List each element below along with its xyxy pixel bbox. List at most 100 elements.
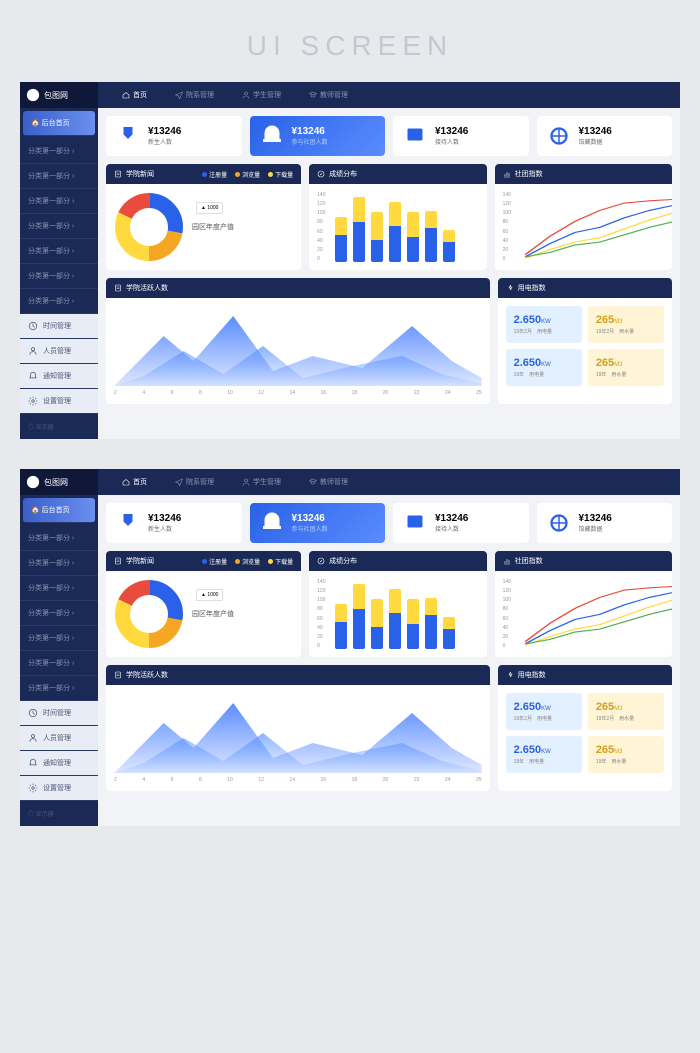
bar-panel: 成绩分布 140120100806040200	[309, 164, 486, 270]
content: ¥13246新生人数 ¥13246参与社团人数 ¥13246接待人数 ¥1324…	[98, 108, 680, 439]
sidebar: 包图网🏠 后台首页分类第一部分 ›分类第一部分 ›分类第一部分 ›分类第一部分 …	[20, 82, 98, 439]
stat-card-1[interactable]: ¥13246参与社团人数	[250, 503, 386, 543]
donut-panel: 学院新闻 注册量浏览量下载量 园区年度产值 ▲ 1000	[106, 164, 301, 270]
area-chart	[114, 306, 482, 386]
stat-label: 新生人数	[148, 524, 181, 533]
stat-icon	[547, 124, 571, 148]
bar	[443, 230, 455, 263]
nav-2[interactable]: 学生管理	[228, 469, 295, 495]
dashboard: 包图网🏠 后台首页分类第一部分 ›分类第一部分 ›分类第一部分 ›分类第一部分 …	[20, 82, 680, 439]
bar	[425, 598, 437, 650]
sidebar-item-2[interactable]: 分类第一部分 ›	[20, 189, 98, 214]
area-panel: 学院活跃人数 2468101214161820222425	[106, 278, 490, 404]
bar	[389, 202, 401, 262]
area-chart	[114, 693, 482, 773]
nav-0[interactable]: 首页	[108, 469, 161, 495]
sidebar-item-0[interactable]: 分类第一部分 ›	[20, 526, 98, 551]
sidebar-active[interactable]: 🏠 后台首页	[23, 498, 95, 523]
nav-3[interactable]: 教师管理	[295, 82, 362, 108]
sidebar-item-3[interactable]: 分类第一部分 ›	[20, 601, 98, 626]
stats-row: ¥13246新生人数 ¥13246参与社团人数 ¥13246接待人数 ¥1324…	[106, 503, 672, 543]
bar-panel: 成绩分布 140120100806040200	[309, 551, 486, 657]
stat-value: ¥13246	[148, 126, 181, 137]
sidebar-item-3[interactable]: 分类第一部分 ›	[20, 214, 98, 239]
stat-value: ¥13246	[148, 513, 181, 524]
sidebar-item-6[interactable]: 分类第一部分 ›	[20, 676, 98, 701]
bar	[371, 599, 383, 649]
stats-row: ¥13246新生人数 ¥13246参与社团人数 ¥13246接待人数 ¥1324…	[106, 116, 672, 156]
bar	[335, 217, 347, 262]
stat-label: 参与社团人数	[292, 524, 328, 533]
stat-card-2[interactable]: ¥13246接待人数	[393, 503, 529, 543]
metric-2: 2.650KW 19年 用电量	[506, 736, 582, 773]
page-title: UI SCREEN	[0, 30, 700, 62]
nav-3[interactable]: 教师管理	[295, 469, 362, 495]
metric-1: 265M3 19年2月 用水量	[588, 306, 664, 343]
sidebar-light-2[interactable]: 通知管理	[20, 364, 98, 389]
sidebar-light-0[interactable]: 时间管理	[20, 701, 98, 726]
stat-icon	[116, 511, 140, 535]
donut-tooltip: ▲ 1000	[196, 202, 223, 214]
metrics-panel: 用电指数 2.650KW 19年2月 用电量 265M3 19年2月 用水量 2…	[498, 278, 672, 404]
stat-value: ¥13246	[292, 513, 328, 524]
panel-header: 学院新闻 注册量浏览量下载量	[106, 164, 301, 184]
stat-card-1[interactable]: ¥13246参与社团人数	[250, 116, 386, 156]
sidebar-item-6[interactable]: 分类第一部分 ›	[20, 289, 98, 314]
donut-chart	[114, 192, 184, 262]
sidebar-item-4[interactable]: 分类第一部分 ›	[20, 239, 98, 264]
stat-label: 接待人数	[435, 137, 468, 146]
nav-1[interactable]: 院系管理	[161, 82, 228, 108]
sidebar-item-4[interactable]: 分类第一部分 ›	[20, 626, 98, 651]
bar	[407, 599, 419, 649]
sidebar-item-1[interactable]: 分类第一部分 ›	[20, 164, 98, 189]
bar	[335, 604, 347, 649]
stat-label: 接待人数	[435, 524, 468, 533]
stat-label: 新生人数	[148, 137, 181, 146]
nav-2[interactable]: 学生管理	[228, 82, 295, 108]
sidebar: 包图网🏠 后台首页分类第一部分 ›分类第一部分 ›分类第一部分 ›分类第一部分 …	[20, 469, 98, 826]
main: 首页院系管理学生管理教师管理 ¥13246新生人数 ¥13246参与社团人数 ¥…	[98, 82, 680, 439]
stat-icon	[403, 124, 427, 148]
nav-0[interactable]: 首页	[108, 82, 161, 108]
stat-icon	[260, 511, 284, 535]
dashboard: 包图网🏠 后台首页分类第一部分 ›分类第一部分 ›分类第一部分 ›分类第一部分 …	[20, 469, 680, 826]
sidebar-light-3[interactable]: 设置管理	[20, 389, 98, 414]
stat-card-3[interactable]: ¥13246馆藏数据	[537, 503, 673, 543]
stat-label: 馆藏数据	[579, 137, 612, 146]
sidebar-light-2[interactable]: 通知管理	[20, 751, 98, 776]
sidebar-light-1[interactable]: 人员管理	[20, 339, 98, 364]
sidebar-light-0[interactable]: 时间管理	[20, 314, 98, 339]
stat-card-0[interactable]: ¥13246新生人数	[106, 116, 242, 156]
line-chart	[519, 579, 672, 649]
area-panel: 学院活跃人数 2468101214161820222425	[106, 665, 490, 791]
stat-value: ¥13246	[292, 126, 328, 137]
bar	[371, 212, 383, 262]
topnav: 首页院系管理学生管理教师管理	[98, 82, 680, 108]
sidebar-active[interactable]: 🏠 后台首页	[23, 111, 95, 136]
sidebar-footer: ◎ 显示器	[20, 801, 98, 826]
stat-label: 参与社团人数	[292, 137, 328, 146]
sidebar-light-3[interactable]: 设置管理	[20, 776, 98, 801]
stat-card-3[interactable]: ¥13246馆藏数据	[537, 116, 673, 156]
bar	[353, 584, 365, 649]
metric-3: 265M3 19年 用水量	[588, 736, 664, 773]
sidebar-item-5[interactable]: 分类第一部分 ›	[20, 651, 98, 676]
nav-1[interactable]: 院系管理	[161, 469, 228, 495]
metric-0: 2.650KW 19年2月 用电量	[506, 306, 582, 343]
stat-card-0[interactable]: ¥13246新生人数	[106, 503, 242, 543]
sidebar-footer: ◎ 显示器	[20, 414, 98, 439]
stat-value: ¥13246	[579, 513, 612, 524]
stat-icon	[116, 124, 140, 148]
line-panel: 社团指数 140120100806040200	[495, 164, 672, 270]
sidebar-item-0[interactable]: 分类第一部分 ›	[20, 139, 98, 164]
stat-value: ¥13246	[435, 513, 468, 524]
stat-card-2[interactable]: ¥13246接待人数	[393, 116, 529, 156]
sidebar-item-5[interactable]: 分类第一部分 ›	[20, 264, 98, 289]
sidebar-item-1[interactable]: 分类第一部分 ›	[20, 551, 98, 576]
donut-panel: 学院新闻 注册量浏览量下载量 园区年度产值 ▲ 1000	[106, 551, 301, 657]
bar	[425, 211, 437, 263]
logo: 包图网	[20, 82, 98, 108]
sidebar-item-2[interactable]: 分类第一部分 ›	[20, 576, 98, 601]
metric-0: 2.650KW 19年2月 用电量	[506, 693, 582, 730]
sidebar-light-1[interactable]: 人员管理	[20, 726, 98, 751]
